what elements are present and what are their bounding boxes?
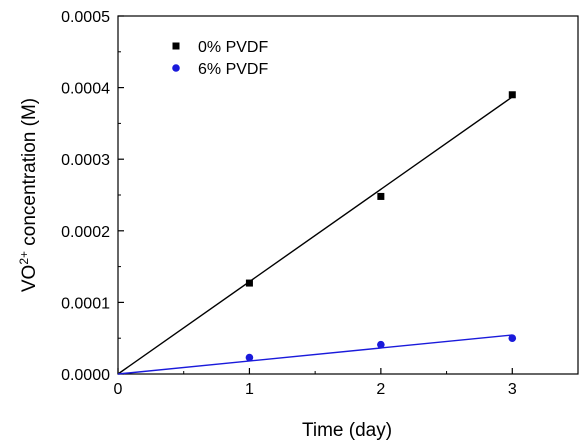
y-axis-title-superscript: 2+ [17, 251, 31, 265]
x-tick-label: 3 [508, 381, 517, 398]
x-axis-title: Time (day) [302, 420, 392, 441]
data-point-square [377, 192, 385, 200]
legend-label: 6% PVDF [198, 61, 268, 78]
data-point-square [245, 279, 253, 287]
y-tick-label: 0.0003 [61, 152, 110, 169]
x-axis-ticks: 0 1 2 3 [114, 368, 517, 398]
plot-area-border [117, 15, 579, 375]
data-point-circle [377, 340, 385, 349]
x-tick-label: 1 [245, 381, 254, 398]
fit-lines [117, 96, 513, 375]
data-point-circle [245, 353, 254, 362]
y-tick-label: 0.0000 [61, 367, 110, 384]
data-point-circle [508, 334, 517, 343]
y-axis-ticks: 0.0000 0.0001 0.0002 0.0003 0.0004 0.0005 [61, 9, 124, 384]
y-axis-title-rest: concentration (M) [19, 98, 40, 251]
y-tick-label: 0.0004 [61, 81, 110, 98]
plot-frame [117, 15, 579, 375]
y-tick-label: 0.0005 [61, 9, 110, 26]
legend: 0% PVDF 6% PVDF [172, 39, 268, 78]
legend-label: 0% PVDF [198, 39, 268, 56]
y-tick-label: 0.0001 [61, 295, 110, 312]
legend-marker-square [172, 42, 180, 50]
x-tick-label: 0 [114, 381, 123, 398]
data-points [245, 91, 517, 362]
fit-line-series-2 [117, 334, 513, 375]
legend-marker-circle [172, 64, 180, 72]
fit-line-series-1 [117, 96, 513, 375]
y-axis-title-base: VO [19, 265, 40, 292]
x-tick-label: 2 [376, 381, 385, 398]
y-axis-title: VO2+ concentration (M) [17, 98, 40, 292]
y-tick-label: 0.0002 [61, 224, 110, 241]
data-point-square [508, 91, 516, 99]
